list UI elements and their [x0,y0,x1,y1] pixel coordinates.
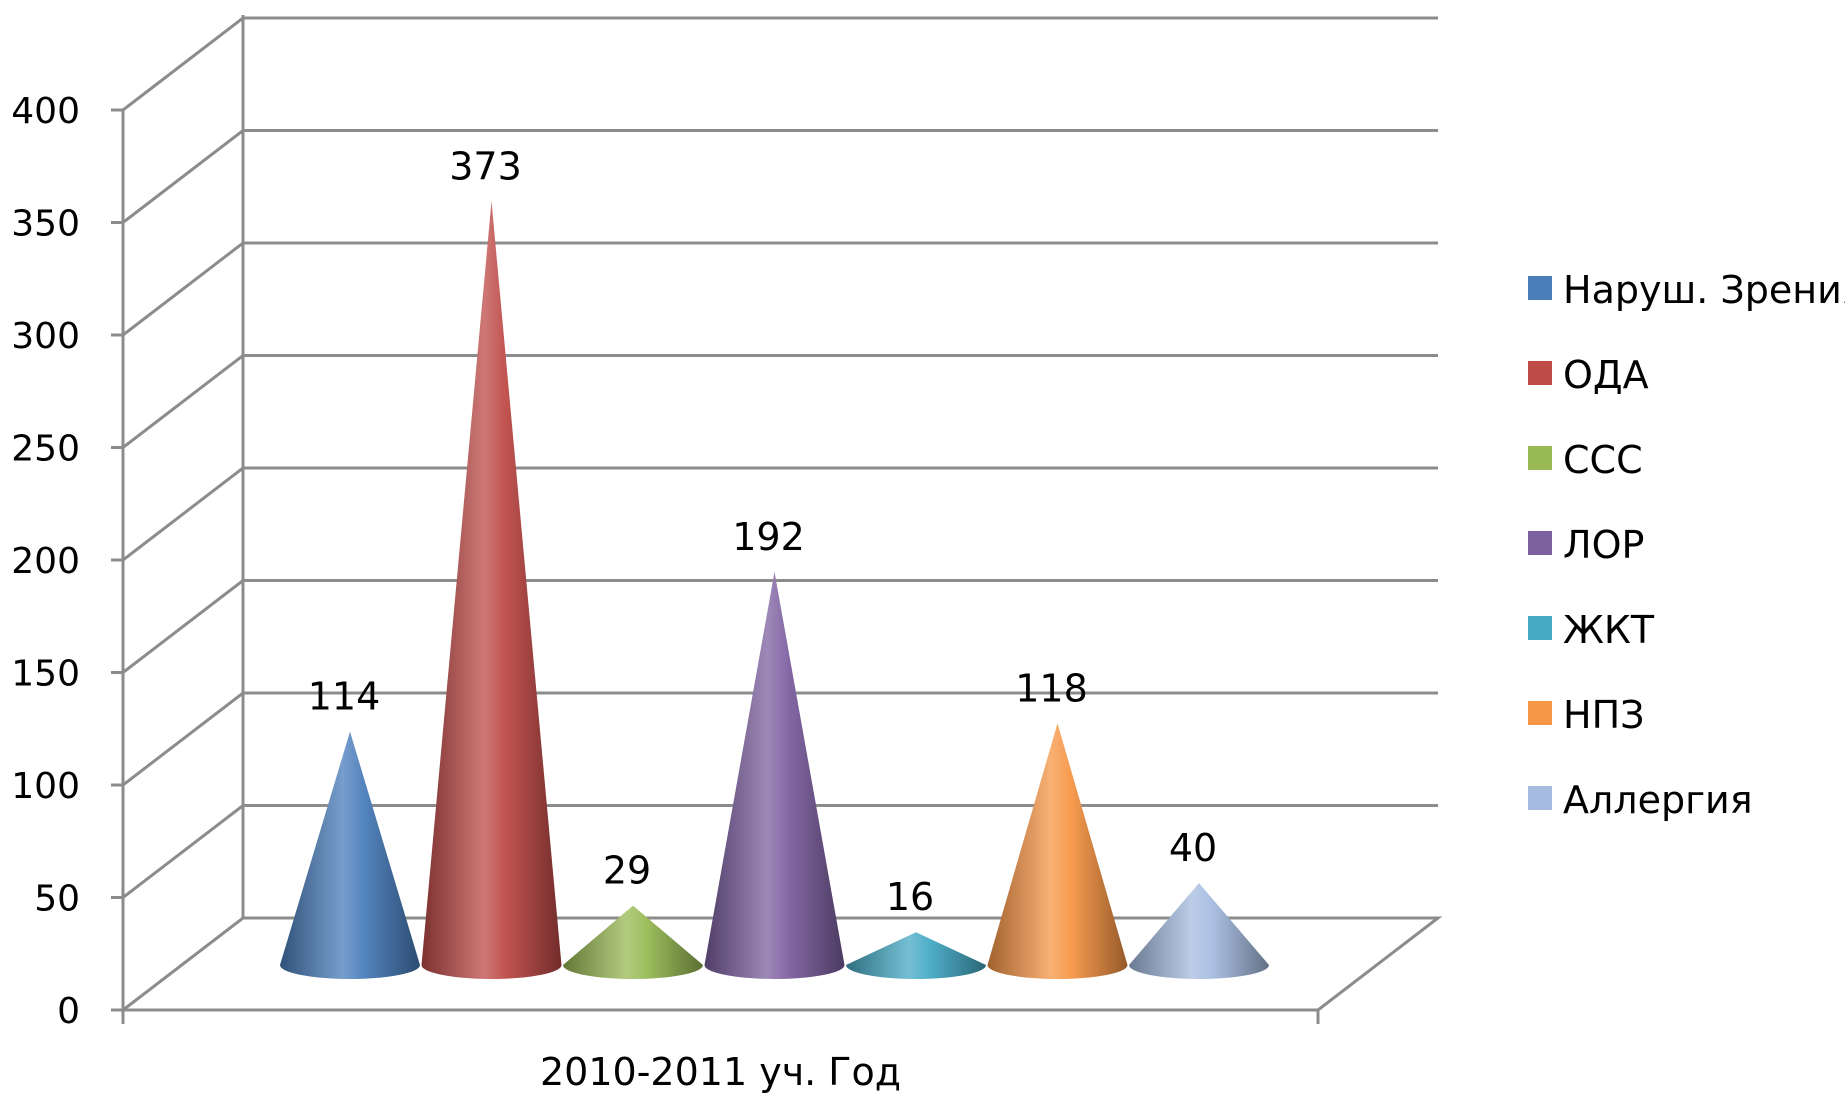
gridline [122,16,1438,112]
floor-outline [122,916,1443,1012]
legend-label: Аллергия [1563,778,1753,822]
gridline [122,691,1438,787]
data-label: 29 [603,849,651,893]
data-labels: 114 373 29 192 16 118 40 [308,144,1217,919]
cone [704,571,845,979]
legend-label: ЖКТ [1563,608,1655,652]
cone [846,932,986,979]
y-tick-label: 350 [11,204,80,245]
legend-swatch [1528,786,1552,810]
y-tick-label: 250 [11,429,80,470]
legend: Наруш. Зрения ОДА ССС ЛОР ЖКТ НПЗ Аллергия [1528,268,1845,822]
data-label: 373 [449,144,522,188]
x-axis: 2010-2011 уч. Год [540,1050,901,1094]
legend-label: ЛОР [1563,523,1644,567]
gridline [122,354,1438,449]
y-tick-label: 50 [34,879,80,920]
y-tick-label: 400 [11,91,80,132]
gridline [122,579,1438,674]
legend-label: ОДА [1563,353,1649,397]
data-label: 118 [1015,666,1088,710]
y-tick-label: 200 [11,541,80,582]
legend-swatch [1528,276,1552,300]
data-label: 16 [886,875,934,919]
x-category-label: 2010-2011 уч. Год [540,1050,901,1094]
legend-swatch [1528,701,1552,725]
y-tick-label: 150 [11,654,80,695]
gridline [122,466,1438,562]
data-label: 40 [1169,826,1217,870]
cones [280,201,1269,980]
y-axis: 0 50 100 150 200 250 300 350 400 [11,91,123,1032]
cone [280,731,420,979]
y-tick-label: 300 [11,316,80,357]
legend-swatch [1528,446,1552,470]
legend-label: НПЗ [1563,693,1645,737]
legend-label: Наруш. Зрения [1563,268,1845,312]
legend-label: ССС [1563,438,1643,482]
legend-swatch [1528,531,1552,555]
gridline [122,241,1438,337]
gridlines [122,16,1438,899]
legend-swatch [1528,361,1552,385]
y-tick-label: 100 [11,766,80,807]
cone [563,905,703,979]
cone [987,723,1128,979]
cone [1129,883,1269,979]
chart-walls [121,15,1443,1024]
data-label: 192 [732,515,805,559]
legend-swatch [1528,616,1552,640]
gridline [122,129,1438,224]
data-label: 114 [308,675,381,719]
cone [421,201,562,980]
y-tick-label: 0 [57,991,80,1032]
